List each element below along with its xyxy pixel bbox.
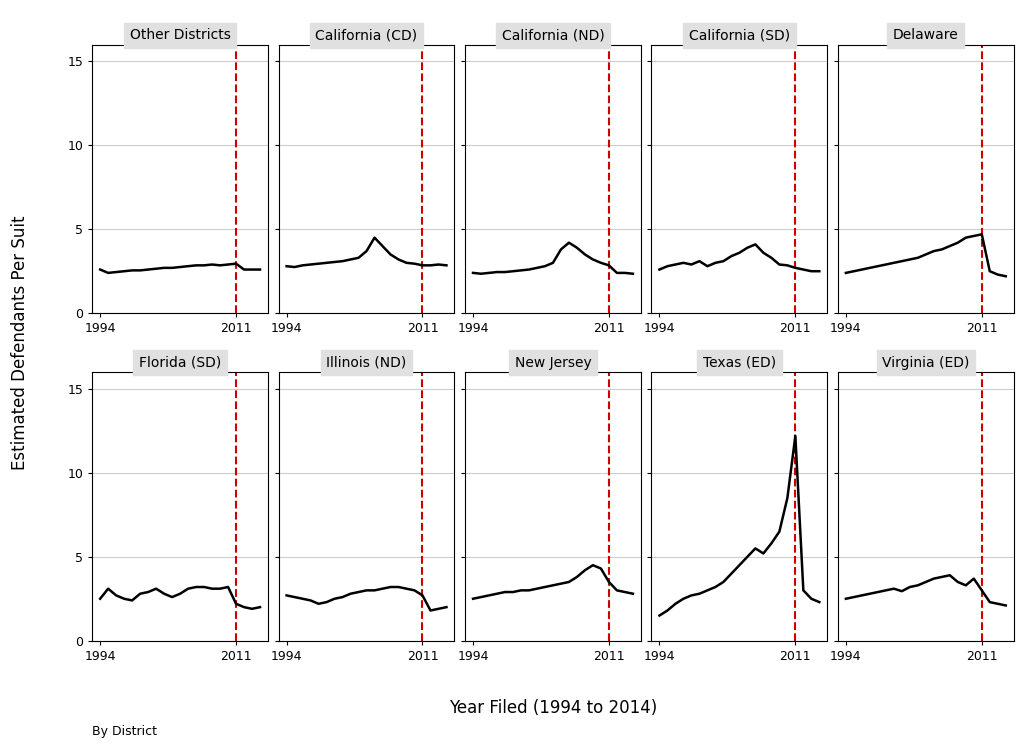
Title: Delaware: Delaware — [893, 28, 958, 42]
Title: Illinois (ND): Illinois (ND) — [327, 355, 407, 370]
Text: Estimated Defendants Per Suit: Estimated Defendants Per Suit — [11, 215, 30, 470]
Title: California (ND): California (ND) — [502, 28, 604, 42]
Title: New Jersey: New Jersey — [515, 355, 591, 370]
Title: Texas (ED): Texas (ED) — [702, 355, 776, 370]
Title: Virginia (ED): Virginia (ED) — [882, 355, 970, 370]
Text: Year Filed (1994 to 2014): Year Filed (1994 to 2014) — [449, 699, 657, 717]
Title: California (SD): California (SD) — [689, 28, 790, 42]
Text: By District: By District — [92, 725, 157, 738]
Title: Florida (SD): Florida (SD) — [139, 355, 221, 370]
Title: California (CD): California (CD) — [315, 28, 418, 42]
Title: Other Districts: Other Districts — [130, 28, 230, 42]
